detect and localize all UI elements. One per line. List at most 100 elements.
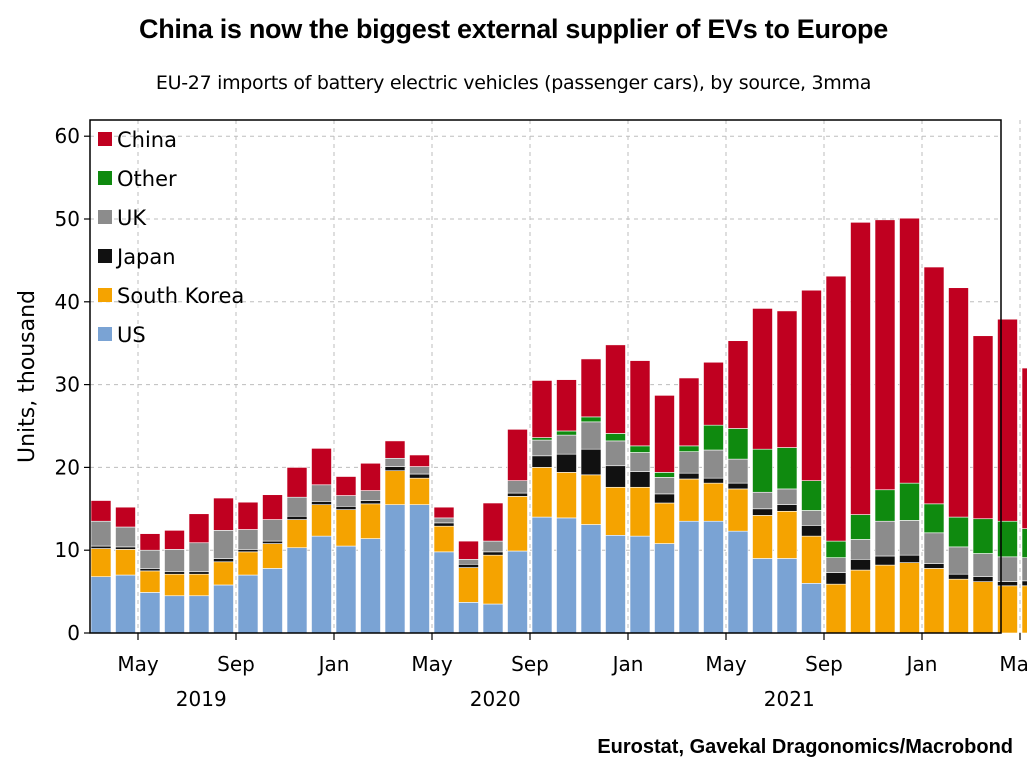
bar-segment-japan bbox=[678, 472, 700, 480]
bar-segment-us bbox=[507, 550, 528, 634]
bar-segment-china bbox=[825, 275, 847, 542]
bar-segment-uk bbox=[850, 539, 871, 560]
y-tick-label: 0 bbox=[67, 621, 80, 645]
bar-segment-china bbox=[727, 340, 749, 429]
bar-segment-other bbox=[972, 518, 994, 554]
bar-segment-south-korea bbox=[482, 554, 504, 605]
bar-segment-uk bbox=[531, 439, 553, 457]
bar-segment-us bbox=[311, 535, 332, 634]
bar-segment-japan bbox=[237, 549, 259, 553]
bar-segment-us bbox=[801, 583, 822, 634]
bar-segment-japan bbox=[139, 568, 161, 572]
bar-segment-china bbox=[311, 448, 332, 486]
y-axis-label: Units, thousand bbox=[15, 290, 40, 463]
bar-segment-uk bbox=[213, 530, 234, 559]
bar-segment-china bbox=[850, 222, 871, 515]
x-tick-label: Jan bbox=[905, 652, 938, 676]
y-tick-label: 50 bbox=[55, 207, 80, 231]
bar-segment-us bbox=[580, 524, 602, 634]
bar-segment-south-korea bbox=[556, 472, 577, 519]
bar-segment-south-korea bbox=[923, 568, 945, 634]
bar-segment-other bbox=[825, 540, 847, 558]
bar-segment-japan bbox=[164, 571, 185, 575]
x-tick-label: May bbox=[117, 652, 159, 676]
bar-segment-south-korea bbox=[654, 502, 675, 544]
bar-segment-us bbox=[531, 516, 553, 634]
bar-segment-china bbox=[262, 494, 283, 520]
bar-segment-japan bbox=[262, 540, 283, 544]
bar-segment-us bbox=[90, 576, 112, 634]
bar-segment-us bbox=[286, 547, 308, 634]
bar-segment-japan bbox=[482, 551, 504, 556]
bar-segment-us bbox=[482, 603, 504, 634]
bar-segment-other bbox=[654, 472, 675, 478]
bar-segment-japan bbox=[286, 515, 308, 520]
bar-segment-china bbox=[409, 454, 430, 467]
bar-segment-japan bbox=[213, 558, 234, 563]
bar-segment-south-korea bbox=[286, 519, 308, 549]
bar-segment-japan bbox=[507, 492, 528, 497]
y-tick-label: 40 bbox=[55, 290, 80, 314]
x-tick-label: Jan bbox=[317, 652, 350, 676]
bar-segment-japan bbox=[948, 573, 969, 580]
bar-segment-uk bbox=[409, 466, 430, 475]
bar-segment-south-korea bbox=[874, 564, 896, 634]
bar-segment-us bbox=[262, 568, 283, 634]
bar-segment-other bbox=[678, 445, 700, 452]
bar-segment-other bbox=[923, 503, 945, 534]
bar-segment-uk bbox=[90, 520, 112, 547]
bar-segment-south-korea bbox=[409, 477, 430, 505]
bar-segment-japan bbox=[801, 525, 822, 537]
bar-segment-us bbox=[360, 538, 381, 634]
legend-swatch bbox=[98, 249, 112, 263]
bar-segment-japan bbox=[360, 500, 381, 505]
bar-segment-uk bbox=[776, 488, 798, 505]
bar-segment-us bbox=[458, 602, 479, 634]
bar-segment-china bbox=[874, 219, 896, 491]
bar-segment-china bbox=[360, 462, 381, 491]
bar-segment-south-korea bbox=[139, 570, 161, 593]
bar-segment-uk bbox=[262, 519, 283, 542]
bar-segment-japan bbox=[458, 563, 479, 568]
bar-segment-uk bbox=[727, 458, 749, 484]
bar-segment-south-korea bbox=[678, 478, 700, 522]
y-tick-label: 10 bbox=[55, 538, 80, 562]
bar-segment-china bbox=[997, 318, 1018, 522]
bar-segment-other bbox=[629, 445, 651, 453]
bar-segment-china bbox=[948, 287, 969, 518]
legend-swatch bbox=[98, 132, 112, 146]
bar-segment-china bbox=[433, 506, 455, 519]
bar-segment-south-korea bbox=[948, 578, 969, 634]
bar-segment-uk bbox=[384, 457, 406, 467]
bar-segment-uk bbox=[752, 491, 773, 510]
bar-segment-china bbox=[703, 361, 724, 426]
bar-segment-japan bbox=[531, 455, 553, 468]
bar-segment-us bbox=[335, 545, 357, 634]
bar-segment-china bbox=[801, 289, 822, 481]
bar-segment-china bbox=[384, 440, 406, 459]
bar-segment-south-korea bbox=[703, 482, 724, 522]
bar-segment-china bbox=[213, 497, 234, 531]
legend-swatch bbox=[98, 210, 112, 224]
bar-segment-uk bbox=[923, 532, 945, 564]
bar-segment-uk bbox=[703, 449, 724, 479]
bar-segment-japan bbox=[727, 482, 749, 490]
legend-label: Other bbox=[117, 167, 177, 191]
bar-segment-japan bbox=[899, 554, 920, 563]
x-tick-label: Sep bbox=[511, 652, 549, 676]
bar-segment-south-korea bbox=[458, 567, 479, 603]
bar-segment-japan bbox=[703, 477, 724, 484]
bar-segment-south-korea bbox=[115, 549, 136, 576]
x-tick-label: May bbox=[999, 652, 1027, 676]
bar-segment-japan bbox=[409, 473, 430, 479]
bar-segment-japan bbox=[629, 471, 651, 488]
bar-segment-uk bbox=[139, 549, 161, 569]
bar-segment-uk bbox=[801, 510, 822, 526]
legend-label: UK bbox=[117, 206, 147, 230]
bar-segment-south-korea bbox=[629, 486, 651, 537]
bar-segment-china bbox=[899, 217, 920, 484]
x-year-label: 2021 bbox=[764, 687, 815, 711]
bar-segment-south-korea bbox=[262, 543, 283, 569]
bar-segment-south-korea bbox=[360, 503, 381, 539]
bar-segment-china bbox=[1021, 367, 1027, 529]
